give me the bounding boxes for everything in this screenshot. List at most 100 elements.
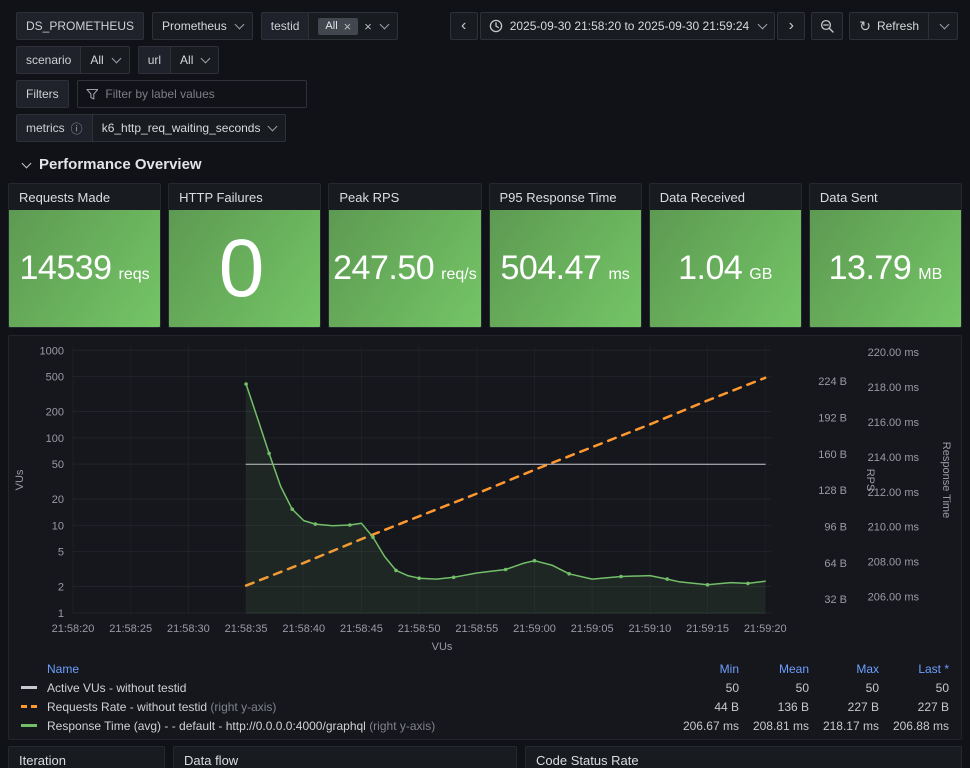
datasource-label: DS_PROMETHEUS xyxy=(17,13,144,39)
toolbar-row-2: scenario All url All xyxy=(16,46,958,74)
legend-col-last[interactable]: Last * xyxy=(918,661,949,676)
filters-label: Filters xyxy=(17,81,68,107)
datasource-value: Prometheus xyxy=(162,19,227,33)
chevron-left-icon: ‹ xyxy=(461,17,467,34)
legend-max: 227 B xyxy=(847,699,879,714)
legend-last: 227 B xyxy=(917,699,949,714)
timeseries-panel: 1 2 5 10 20 50 100 200 500 1000 32 B 64 B 96 B 128 B 1… xyxy=(8,335,962,740)
legend-last: 50 xyxy=(935,680,949,695)
stat-value: 13.79 xyxy=(828,249,912,287)
legend-last: 206.88 ms xyxy=(892,718,949,733)
stat-panels-row: Requests Made 14539 reqs HTTP Failures 0… xyxy=(0,183,970,328)
clear-all-icon[interactable]: × xyxy=(364,18,372,34)
time-controls: ‹ 2025-09-30 21:58:20 to 2025-09-30 21:5… xyxy=(449,12,958,40)
legend-col-min[interactable]: Min xyxy=(719,661,739,676)
svg-text:21:59:15: 21:59:15 xyxy=(686,623,729,635)
toolbar-row-1: DS_PROMETHEUS Prometheus testid All × × xyxy=(16,12,958,40)
clock-icon xyxy=(489,19,502,33)
panel-requests-made: Requests Made 14539 reqs xyxy=(8,183,162,328)
legend-header: Name Min Mean Max Last * xyxy=(21,659,949,678)
svg-text:21:58:45: 21:58:45 xyxy=(340,623,383,635)
legend-max: 50 xyxy=(865,680,879,695)
stat-unit: req/s xyxy=(441,266,477,283)
series-name[interactable]: Response Time (avg) - - default - http:/… xyxy=(47,718,436,733)
metrics-value: k6_http_req_waiting_seconds xyxy=(101,121,261,135)
timeseries-chart[interactable]: 1 2 5 10 20 50 100 200 500 1000 32 B 64 B 96 B 128 B 1… xyxy=(11,338,957,654)
panel-title[interactable]: Peak RPS xyxy=(339,189,400,205)
svg-text:VUs: VUs xyxy=(14,469,26,490)
svg-text:210.00 ms: 210.00 ms xyxy=(868,522,920,534)
refresh-button[interactable]: ↻ Refresh xyxy=(850,13,928,39)
section-title: Performance Overview xyxy=(39,156,202,173)
time-range-picker[interactable]: 2025-09-30 21:58:20 to 2025-09-30 21:59:… xyxy=(479,12,776,40)
testid-label: testid xyxy=(261,13,309,39)
testid-chip[interactable]: All × xyxy=(318,17,359,35)
panel-title[interactable]: HTTP Failures xyxy=(179,189,263,205)
chevron-down-icon xyxy=(200,53,211,64)
panel-p95-response-time: P95 Response Time 504.47 ms xyxy=(488,183,642,328)
stat-unit: ms xyxy=(608,266,630,283)
funnel-icon xyxy=(86,88,99,99)
time-shift-forward-button[interactable]: › xyxy=(777,12,806,40)
legend-min: 44 B xyxy=(714,699,739,714)
scenario-variable[interactable]: scenario All xyxy=(16,46,130,74)
svg-text:21:58:50: 21:58:50 xyxy=(398,623,441,635)
legend-row-response-time: Response Time (avg) - - default - http:/… xyxy=(21,716,949,735)
toolbar-row-4: metrics ⓘ k6_http_req_waiting_seconds xyxy=(16,114,958,142)
panel-title[interactable]: Requests Made xyxy=(19,189,111,205)
chevron-down-icon xyxy=(268,121,278,132)
svg-text:32 B: 32 B xyxy=(824,594,847,606)
svg-text:224 B: 224 B xyxy=(818,376,847,388)
svg-text:500: 500 xyxy=(46,372,64,384)
stat-value: 14539 xyxy=(19,249,113,287)
refresh-interval-dropdown[interactable] xyxy=(928,13,957,39)
panel-title[interactable]: Data Received xyxy=(659,189,745,205)
svg-text:160 B: 160 B xyxy=(818,449,847,461)
chip-close-icon[interactable]: × xyxy=(343,18,352,34)
svg-text:2: 2 xyxy=(58,581,64,593)
panel-title[interactable]: Iteration xyxy=(19,752,66,768)
svg-text:21:58:40: 21:58:40 xyxy=(282,623,325,635)
svg-text:21:58:35: 21:58:35 xyxy=(225,623,268,635)
metrics-variable[interactable]: metrics ⓘ k6_http_req_waiting_seconds xyxy=(16,114,287,142)
svg-text:208.00 ms: 208.00 ms xyxy=(868,557,920,569)
legend-min: 50 xyxy=(725,680,739,695)
url-label: url xyxy=(138,47,171,73)
svg-text:64 B: 64 B xyxy=(824,558,847,570)
scenario-label: scenario xyxy=(17,47,81,73)
panel-peak-rps: Peak RPS 247.50 req/s xyxy=(328,183,482,328)
panel-data-received: Data Received 1.04 GB xyxy=(648,183,802,328)
svg-text:21:58:25: 21:58:25 xyxy=(109,623,152,635)
time-shift-back-button[interactable]: ‹ xyxy=(449,12,478,40)
filters-input-wrap xyxy=(76,80,307,108)
legend-col-max[interactable]: Max xyxy=(856,661,879,676)
legend-max: 218.17 ms xyxy=(822,718,879,733)
zoom-out-button[interactable] xyxy=(811,12,844,40)
svg-text:220.00 ms: 220.00 ms xyxy=(868,347,920,359)
series-name[interactable]: Requests Rate - without testid (right y-… xyxy=(47,699,277,714)
panel-code-status-rate: Code Status Rate xyxy=(525,746,962,768)
datasource-picker[interactable]: Prometheus xyxy=(152,12,253,40)
panel-title[interactable]: Data flow xyxy=(184,752,239,768)
svg-text:212.00 ms: 212.00 ms xyxy=(868,487,920,499)
refresh-control: ↻ Refresh xyxy=(849,12,958,40)
svg-text:21:58:55: 21:58:55 xyxy=(455,623,498,635)
legend-col-name[interactable]: Name xyxy=(47,661,80,676)
dashboard-toolbar: DS_PROMETHEUS Prometheus testid All × × xyxy=(0,0,970,173)
datasource-variable: DS_PROMETHEUS xyxy=(16,12,145,40)
url-variable[interactable]: url All xyxy=(137,46,220,74)
panel-iteration: Iteration xyxy=(8,746,165,768)
svg-text:1000: 1000 xyxy=(40,345,64,357)
testid-variable[interactable]: testid All × × xyxy=(260,12,398,40)
panel-data-sent: Data Sent 13.79 MB xyxy=(808,183,963,328)
series-name[interactable]: Active VUs - without testid xyxy=(47,680,187,695)
section-performance-overview[interactable]: Performance Overview xyxy=(20,156,954,173)
legend-col-mean[interactable]: Mean xyxy=(778,661,809,676)
panel-title[interactable]: Code Status Rate xyxy=(536,752,639,768)
filters-input[interactable] xyxy=(105,87,298,101)
testid-chip-label: All xyxy=(325,19,338,32)
panel-title[interactable]: Data Sent xyxy=(819,189,878,205)
url-value: All xyxy=(180,53,194,67)
svg-text:96 B: 96 B xyxy=(824,522,847,534)
panel-title[interactable]: P95 Response Time xyxy=(499,189,617,205)
